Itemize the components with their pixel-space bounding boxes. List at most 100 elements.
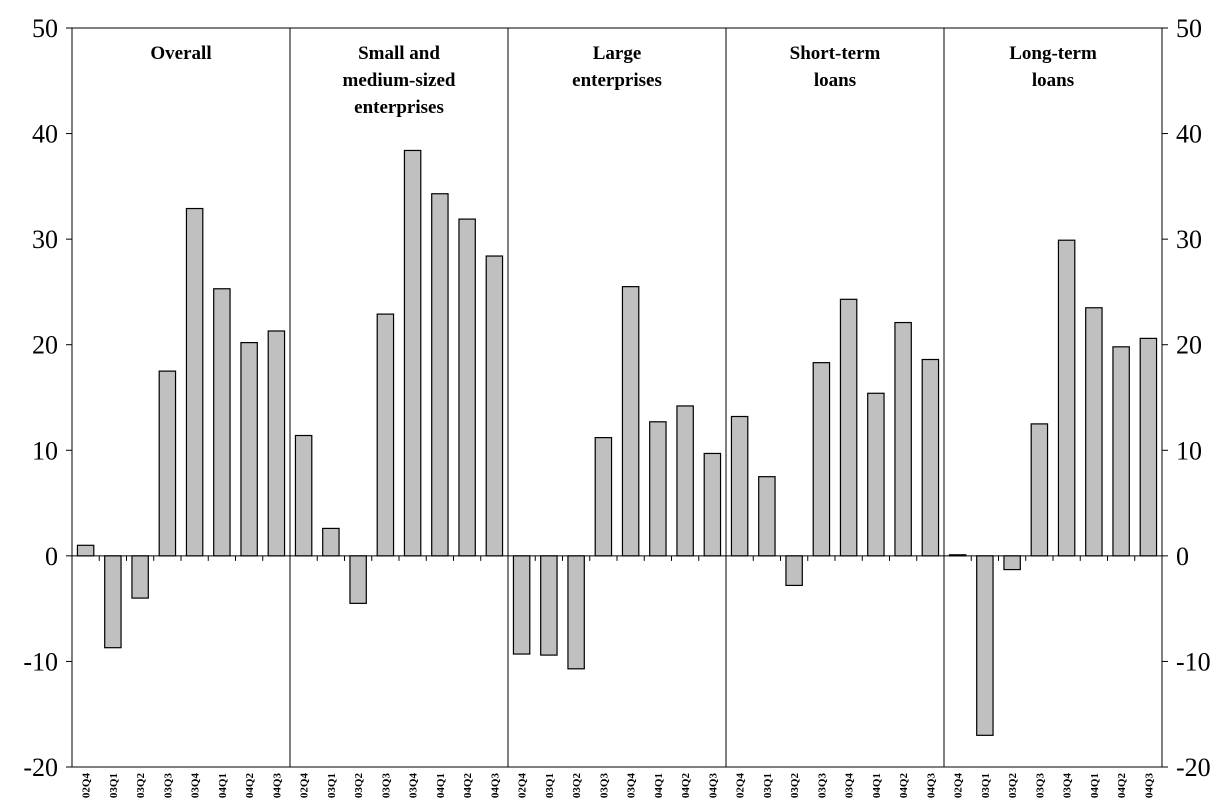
bar [458, 218, 476, 557]
x-tick-label: 03Q4 [1062, 773, 1074, 799]
bar [867, 392, 885, 557]
x-tick-label: 03Q4 [408, 773, 420, 799]
bar [104, 555, 122, 649]
y-tick-label-right: 30 [1176, 225, 1202, 254]
bar [294, 434, 313, 557]
bar [185, 207, 204, 557]
x-tick-label: 02Q4 [299, 773, 311, 799]
y-tick-label-right: 40 [1176, 120, 1202, 149]
bar [649, 421, 667, 557]
y-tick-label-right: 50 [1176, 14, 1202, 43]
panel-title: Short-term [790, 43, 881, 64]
y-tick-label-right: 20 [1176, 331, 1202, 360]
panel-title: loans [1032, 70, 1074, 91]
x-tick-label: 04Q3 [489, 773, 501, 799]
x-tick-label: 03Q4 [190, 773, 202, 799]
bar [976, 555, 994, 736]
bar [322, 527, 340, 557]
y-tick-label-left: 30 [32, 225, 58, 254]
y-tick-label-left: -10 [23, 647, 58, 676]
bar [758, 476, 776, 557]
bar [948, 554, 967, 557]
x-tick-label: 02Q4 [517, 773, 529, 799]
x-tick-label: 04Q3 [707, 773, 719, 799]
y-tick-label-right: -10 [1176, 647, 1211, 676]
bar [1112, 346, 1130, 557]
bar [540, 555, 558, 656]
x-tick-label: 03Q4 [844, 773, 856, 799]
bar [921, 358, 940, 557]
y-tick-label-right: 0 [1176, 542, 1189, 571]
x-tick-label: 04Q2 [898, 773, 910, 799]
panel-title: Large [593, 43, 642, 64]
bar [512, 555, 531, 655]
bar [158, 370, 177, 557]
bar [621, 286, 640, 557]
bar [894, 321, 912, 557]
bar [213, 288, 231, 557]
bar [1085, 307, 1103, 557]
y-tick-label-left: 0 [45, 542, 58, 571]
bar [267, 330, 286, 557]
bar [376, 313, 395, 557]
bar [1057, 239, 1076, 557]
bar [485, 255, 504, 557]
bar [1139, 337, 1158, 557]
y-tick-label-left: 50 [32, 14, 58, 43]
bar [76, 544, 95, 557]
bar [839, 298, 858, 557]
x-tick-label: 03Q1 [544, 773, 556, 798]
panel-title: Overall [150, 43, 211, 64]
y-tick-label-left: 20 [32, 331, 58, 360]
bar [1003, 555, 1021, 571]
x-tick-label: 04Q3 [1143, 773, 1155, 799]
x-tick-label: 04Q1 [871, 773, 883, 798]
bar [785, 555, 803, 587]
bar [567, 555, 585, 670]
x-tick-label: 04Q2 [244, 773, 256, 799]
panel-title: Long-term [1009, 43, 1097, 64]
panel-title: medium-sized [343, 70, 456, 91]
x-tick-label: 03Q1 [762, 773, 774, 798]
x-tick-label: 04Q2 [680, 773, 692, 799]
x-tick-label: 03Q4 [626, 773, 638, 799]
plot-frame [71, 27, 1163, 768]
x-tick-label: 04Q3 [925, 773, 937, 799]
bar [403, 149, 422, 557]
x-tick-label: 04Q1 [435, 773, 447, 798]
x-tick-label: 04Q1 [217, 773, 229, 798]
panel-title: enterprises [572, 70, 662, 91]
x-tick-label: 03Q2 [1007, 773, 1019, 799]
x-tick-label: 04Q1 [653, 773, 665, 798]
x-tick-label: 03Q1 [108, 773, 120, 798]
y-tick-label-right: 10 [1176, 436, 1202, 465]
x-tick-label: 03Q2 [135, 773, 147, 799]
bar [812, 362, 831, 557]
panel-title: loans [814, 70, 856, 91]
bar [240, 342, 258, 557]
panel-title: enterprises [354, 97, 444, 118]
y-tick-label-right: -20 [1176, 753, 1211, 782]
x-tick-label: 02Q4 [81, 773, 93, 799]
y-tick-label-left: 40 [32, 120, 58, 149]
x-tick-label: 03Q3 [816, 773, 828, 799]
bar [431, 193, 449, 557]
x-tick-label: 03Q3 [162, 773, 174, 799]
x-tick-label: 03Q3 [598, 773, 610, 799]
bar [1030, 423, 1049, 557]
bar [676, 405, 694, 557]
y-tick-label-left: 10 [32, 436, 58, 465]
bar [730, 415, 749, 557]
x-tick-label: 04Q3 [271, 773, 283, 799]
bar [703, 452, 722, 557]
x-tick-label: 03Q1 [980, 773, 992, 798]
bar [594, 437, 613, 557]
x-tick-label: 02Q4 [953, 773, 965, 799]
y-tick-label-left: -20 [23, 753, 58, 782]
x-tick-label: 03Q3 [1034, 773, 1046, 799]
x-tick-label: 04Q2 [1116, 773, 1128, 799]
x-tick-label: 03Q1 [326, 773, 338, 798]
x-tick-label: 04Q2 [462, 773, 474, 799]
